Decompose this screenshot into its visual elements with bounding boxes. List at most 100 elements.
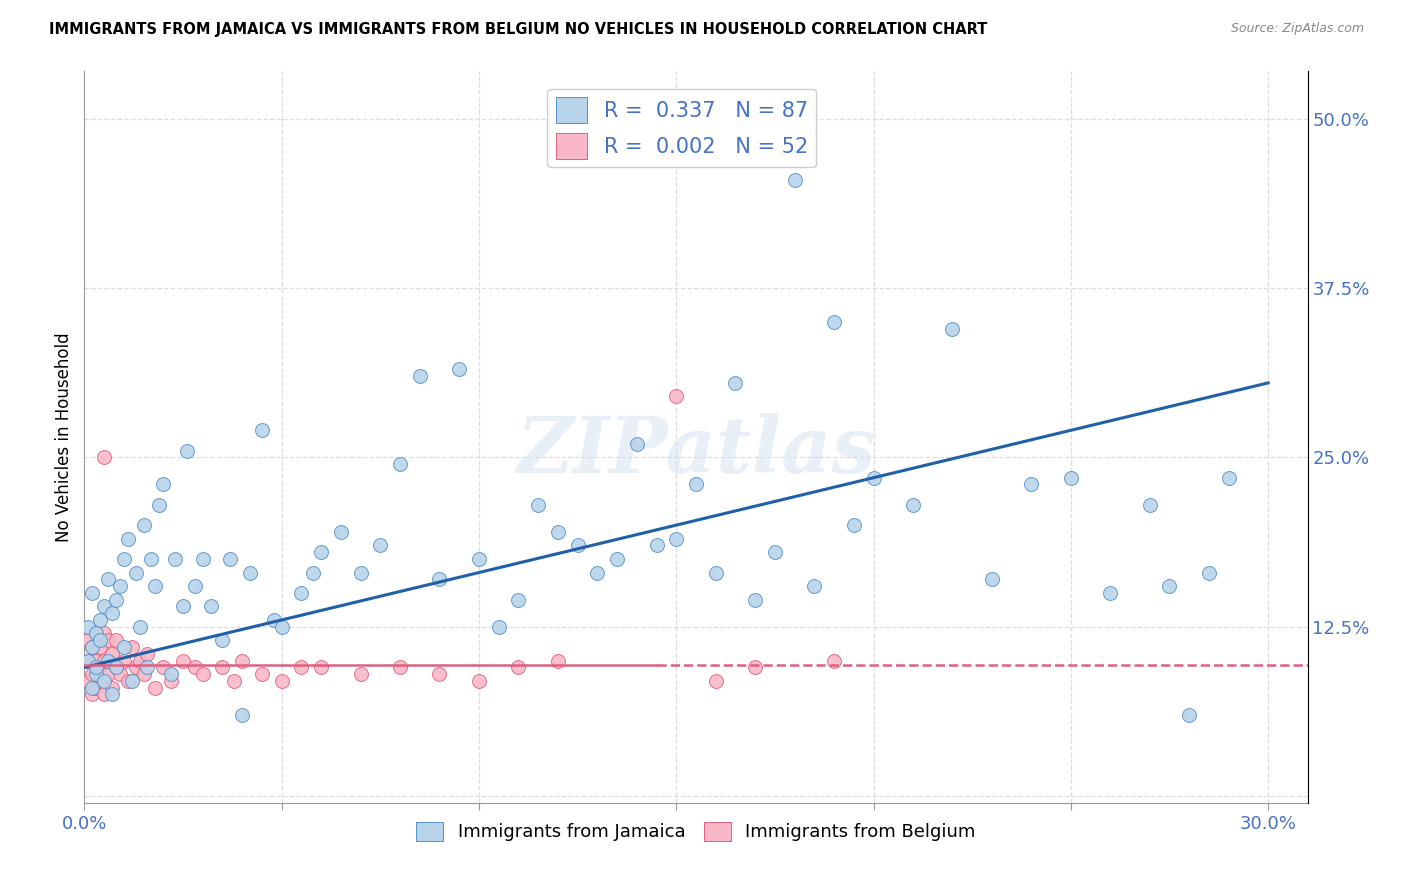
Point — [82, 586, 104, 600]
Point — [1099, 586, 1122, 600]
Point — [124, 660, 146, 674]
Point — [84, 667, 107, 681]
Point — [224, 673, 246, 688]
Point — [219, 552, 242, 566]
Point — [77, 673, 100, 688]
Point — [172, 599, 194, 614]
Point — [862, 471, 884, 485]
Point — [211, 633, 233, 648]
Point — [93, 626, 115, 640]
Point — [803, 579, 825, 593]
Point — [239, 566, 262, 580]
Point — [665, 532, 688, 546]
Point — [89, 640, 111, 654]
Point — [429, 667, 451, 681]
Point — [842, 518, 865, 533]
Point — [82, 667, 104, 681]
Point — [231, 707, 253, 722]
Point — [191, 667, 214, 681]
Point — [1178, 707, 1201, 722]
Point — [468, 552, 491, 566]
Point — [389, 457, 412, 471]
Point — [290, 660, 312, 674]
Point — [409, 369, 432, 384]
Point — [82, 640, 104, 654]
Point — [200, 599, 222, 614]
Point — [152, 660, 174, 674]
Point — [93, 688, 115, 702]
Point — [121, 640, 143, 654]
Point — [527, 498, 550, 512]
Point — [101, 606, 124, 620]
Point — [84, 626, 107, 640]
Point — [136, 647, 159, 661]
Point — [84, 681, 107, 695]
Point — [1218, 471, 1240, 485]
Point — [941, 322, 963, 336]
Point — [112, 654, 135, 668]
Text: Source: ZipAtlas.com: Source: ZipAtlas.com — [1230, 22, 1364, 36]
Point — [184, 579, 207, 593]
Point — [429, 572, 451, 586]
Point — [77, 654, 100, 668]
Point — [508, 660, 530, 674]
Point — [665, 389, 688, 403]
Point — [1139, 498, 1161, 512]
Point — [128, 620, 150, 634]
Point — [112, 552, 135, 566]
Point — [449, 362, 471, 376]
Point — [508, 592, 530, 607]
Point — [567, 538, 589, 552]
Point — [645, 538, 668, 552]
Point — [586, 566, 609, 580]
Point — [108, 579, 131, 593]
Point — [172, 654, 194, 668]
Point — [368, 538, 391, 552]
Point — [136, 660, 159, 674]
Point — [89, 673, 111, 688]
Point — [97, 667, 120, 681]
Point — [302, 566, 325, 580]
Point — [101, 647, 124, 661]
Point — [104, 660, 127, 674]
Point — [117, 673, 139, 688]
Legend: Immigrants from Jamaica, Immigrants from Belgium: Immigrants from Jamaica, Immigrants from… — [409, 814, 983, 848]
Point — [184, 660, 207, 674]
Point — [128, 654, 150, 668]
Point — [547, 524, 569, 539]
Point — [290, 586, 312, 600]
Point — [744, 592, 766, 607]
Point — [270, 620, 292, 634]
Point — [389, 660, 412, 674]
Point — [89, 613, 111, 627]
Point — [823, 654, 845, 668]
Point — [783, 172, 806, 186]
Point — [97, 654, 120, 668]
Point — [211, 660, 233, 674]
Point — [148, 498, 170, 512]
Point — [176, 443, 198, 458]
Point — [93, 654, 115, 668]
Point — [823, 315, 845, 329]
Y-axis label: No Vehicles in Household: No Vehicles in Household — [55, 332, 73, 542]
Point — [132, 518, 155, 533]
Point — [117, 532, 139, 546]
Point — [763, 545, 786, 559]
Point — [704, 673, 727, 688]
Point — [145, 681, 167, 695]
Point — [82, 640, 104, 654]
Point — [108, 667, 131, 681]
Text: ZIPatlas: ZIPatlas — [516, 414, 876, 490]
Point — [84, 660, 107, 674]
Point — [93, 673, 115, 688]
Point — [191, 552, 214, 566]
Point — [89, 660, 111, 674]
Point — [160, 667, 183, 681]
Point — [270, 673, 292, 688]
Point — [89, 633, 111, 648]
Point — [145, 579, 167, 593]
Point — [165, 552, 187, 566]
Point — [231, 654, 253, 668]
Point — [1060, 471, 1083, 485]
Point — [724, 376, 747, 390]
